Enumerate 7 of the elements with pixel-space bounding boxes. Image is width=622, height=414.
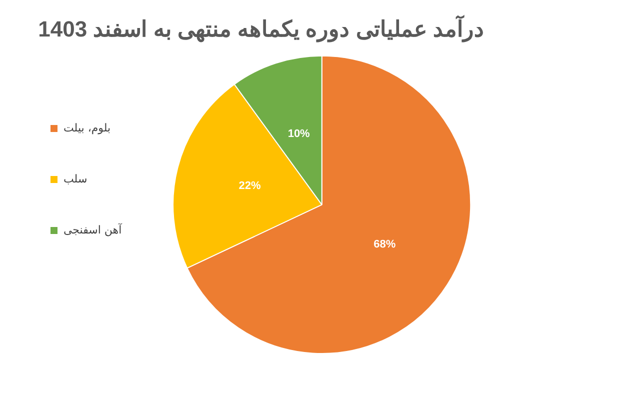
data-label: 10% — [288, 128, 310, 140]
legend-label: آهن اسفنجی — [64, 222, 123, 236]
data-label: 22% — [238, 180, 261, 192]
legend-label: سلب — [64, 172, 88, 186]
data-label: 68% — [374, 238, 396, 251]
chart-title: درآمد عملیاتی دوره یکماهه منتهی به اسفند 1403 — [38, 14, 484, 42]
legend-label: بلوم، بیلت — [64, 121, 111, 134]
